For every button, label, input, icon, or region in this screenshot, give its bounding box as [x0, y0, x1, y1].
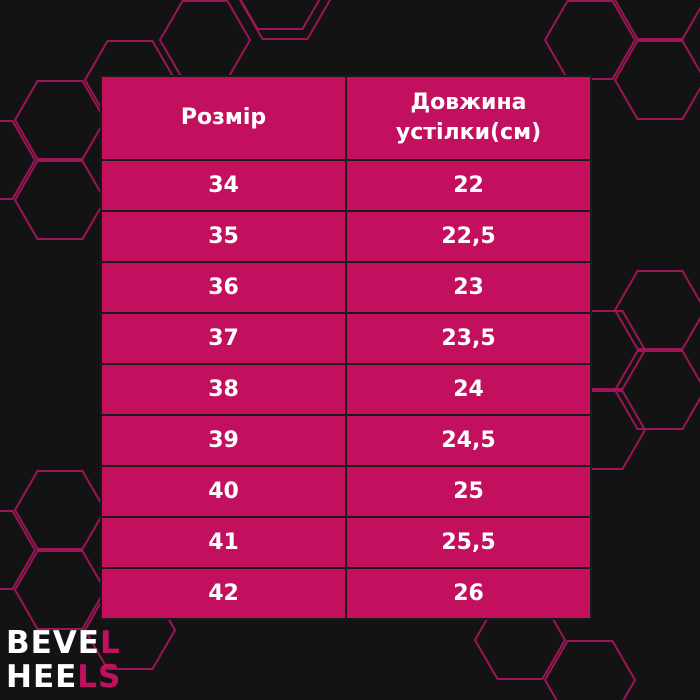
table-cell: 39 — [100, 414, 347, 467]
table-row: 42 26 — [100, 567, 592, 620]
table-row: 34 22 — [100, 159, 592, 212]
hexagon — [543, 0, 637, 80]
hexagon — [13, 160, 107, 240]
table-cell: 25,5 — [345, 516, 592, 569]
hexagon — [158, 0, 252, 80]
logo-text: LS — [77, 659, 122, 695]
table-cell: 36 — [100, 261, 347, 314]
header-cell: Довжина устілки(см) — [345, 75, 592, 161]
table-cell: 25 — [345, 465, 592, 518]
table-row: 39 24,5 — [100, 414, 592, 467]
logo-line: BEVEL — [6, 626, 121, 660]
logo-text: L — [99, 625, 121, 661]
table-cell: 24,5 — [345, 414, 592, 467]
table-cell: 34 — [100, 159, 347, 212]
table-cell: 26 — [345, 567, 592, 620]
table-cell: 23,5 — [345, 312, 592, 365]
hexagon — [613, 0, 700, 40]
table-cell: 22 — [345, 159, 592, 212]
hexagon — [13, 550, 107, 630]
hexagon — [0, 510, 37, 590]
logo-text: BEVE — [6, 625, 100, 661]
hexagon — [13, 470, 107, 550]
table-row: 40 25 — [100, 465, 592, 518]
table-row: 38 24 — [100, 363, 592, 416]
table-cell: 41 — [100, 516, 347, 569]
hexagon — [13, 80, 107, 160]
table-row: 37 23,5 — [100, 312, 592, 365]
table-cell: 24 — [345, 363, 592, 416]
hexagon — [0, 120, 37, 200]
table-cell: 23 — [345, 261, 592, 314]
hexagon — [613, 40, 700, 120]
table-row: 35 22,5 — [100, 210, 592, 263]
hexagon — [238, 0, 332, 40]
table-cell: 42 — [100, 567, 347, 620]
header-text: Довжина устілки(см) — [395, 90, 542, 145]
header-cell: Розмір — [100, 75, 347, 161]
table-cell: 38 — [100, 363, 347, 416]
table-cell: 35 — [100, 210, 347, 263]
table-cell: 37 — [100, 312, 347, 365]
hexagon — [239, 0, 321, 30]
hexagon — [543, 640, 637, 700]
size-table: Розмір Довжина устілки(см) 34 22 35 22,5 36 23… — [100, 75, 592, 620]
hexagon — [613, 270, 700, 350]
table-row: 36 23 — [100, 261, 592, 314]
table-cell: 40 — [100, 465, 347, 518]
header-row: Розмір Довжина устілки(см) — [100, 75, 592, 161]
header-text: Розмір — [180, 105, 267, 130]
hexagon — [613, 350, 700, 430]
table-cell: 22,5 — [345, 210, 592, 263]
table-row: 41 25,5 — [100, 516, 592, 569]
logo: BEVEL HEELS — [6, 626, 121, 694]
logo-line: HEELS — [6, 660, 121, 694]
logo-text: HEE — [6, 659, 78, 695]
